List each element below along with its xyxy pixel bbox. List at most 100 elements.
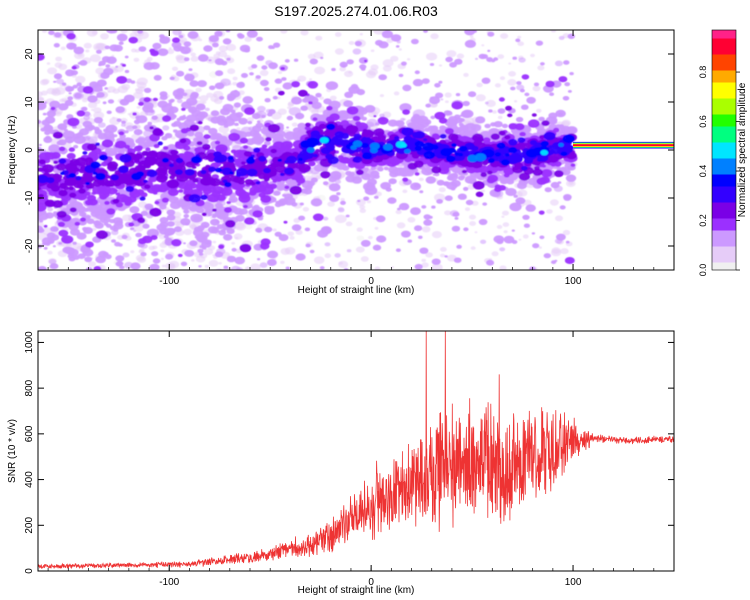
- heat-cell: [133, 129, 143, 136]
- heat-cell: [79, 60, 88, 66]
- heat-cell: [406, 58, 411, 61]
- heat-cell: [74, 221, 81, 226]
- heat-cell: [472, 181, 485, 190]
- heat-cell: [273, 190, 281, 196]
- heat-cell: [183, 119, 195, 127]
- heat-cell: [233, 102, 241, 108]
- heat-cell: [504, 135, 511, 140]
- heat-cell: [431, 205, 436, 209]
- heat-cell: [234, 236, 239, 240]
- heat-cell: [153, 74, 162, 81]
- heat-cell: [325, 153, 334, 160]
- heat-cell: [129, 189, 141, 199]
- heat-cell: [284, 247, 296, 255]
- heat-cell: [89, 54, 101, 63]
- heat-cell: [73, 46, 85, 55]
- heat-cell: [174, 93, 184, 100]
- heat-cell: [97, 43, 108, 51]
- heat-cell: [356, 89, 366, 96]
- heat-cell: [307, 81, 319, 89]
- heat-cell: [67, 96, 74, 101]
- heat-cell: [500, 33, 509, 39]
- heat-cell: [76, 82, 82, 87]
- heat-cell: [494, 83, 501, 88]
- heat-cell: [350, 83, 359, 90]
- heat-cell: [411, 38, 419, 45]
- heat-cell: [88, 204, 100, 213]
- heat-cell: [304, 227, 311, 232]
- heat-cell: [423, 219, 433, 226]
- heat-cell: [372, 244, 382, 251]
- heat-cell: [129, 206, 140, 214]
- heat-cell: [158, 234, 166, 240]
- heat-cell: [42, 30, 47, 33]
- heat-cell: [146, 169, 158, 178]
- heat-cell: [200, 221, 210, 229]
- heat-cell: [309, 249, 315, 254]
- heat-cell: [243, 204, 248, 209]
- heat-cell: [373, 115, 377, 118]
- heat-cell: [329, 194, 340, 202]
- heat-cell: [150, 50, 159, 57]
- heat-cell: [521, 104, 529, 110]
- heat-cell: [189, 80, 199, 87]
- heat-cell: [564, 82, 571, 87]
- heat-cell: [178, 189, 184, 193]
- heat-cell: [298, 215, 306, 221]
- heat-cell: [345, 124, 359, 134]
- heat-cell: [486, 57, 493, 62]
- heat-cell: [305, 122, 311, 127]
- heat-cell: [444, 92, 452, 98]
- heat-cell: [490, 122, 497, 127]
- heat-cell: [200, 169, 207, 175]
- heat-cell: [323, 181, 329, 186]
- heat-cell: [513, 172, 521, 178]
- heat-cell: [47, 67, 58, 75]
- heat-cell: [116, 193, 129, 203]
- heat-cell: [157, 163, 163, 168]
- heat-cell: [383, 143, 393, 151]
- heat-cell: [280, 66, 286, 71]
- snr-y-label: SNR (10 * v/v): [7, 419, 18, 483]
- heat-cell: [149, 207, 162, 217]
- heat-cell: [505, 188, 517, 196]
- heat-cell: [84, 256, 93, 263]
- heat-cell: [198, 54, 209, 62]
- heat-cell: [370, 166, 376, 171]
- heat-cell: [326, 123, 336, 131]
- heat-cell: [382, 59, 394, 67]
- heat-cell: [328, 176, 337, 183]
- heat-cell: [95, 230, 109, 240]
- heat-cell: [239, 211, 244, 215]
- heat-cell: [378, 41, 389, 49]
- heat-cell: [278, 71, 283, 74]
- heat-cell: [456, 244, 462, 249]
- heat-cell: [280, 172, 285, 177]
- heat-cell: [517, 35, 522, 39]
- snr-y-tick-label: 800: [24, 379, 35, 396]
- heat-cell: [179, 174, 185, 179]
- heat-cell: [390, 34, 402, 42]
- heat-cell: [120, 30, 128, 34]
- heat-cell: [109, 218, 116, 224]
- heat-cell: [162, 115, 172, 122]
- heat-cell: [84, 157, 94, 163]
- heat-cell: [209, 85, 216, 91]
- heat-cell: [184, 73, 195, 82]
- heat-cell: [305, 243, 311, 248]
- heat-cell: [122, 252, 130, 258]
- heat-cell: [517, 137, 526, 143]
- heat-cell: [196, 141, 203, 146]
- heat-cell: [325, 81, 339, 90]
- heat-cell: [423, 30, 428, 33]
- heat-cell: [280, 145, 292, 154]
- heat-cell: [212, 240, 217, 244]
- heat-cell: [137, 30, 143, 34]
- heat-cell: [444, 255, 448, 258]
- heat-cell: [541, 120, 550, 127]
- heat-cell: [436, 199, 443, 204]
- heat-cell: [239, 243, 252, 253]
- heat-cell: [236, 167, 248, 177]
- heat-cell: [249, 72, 254, 76]
